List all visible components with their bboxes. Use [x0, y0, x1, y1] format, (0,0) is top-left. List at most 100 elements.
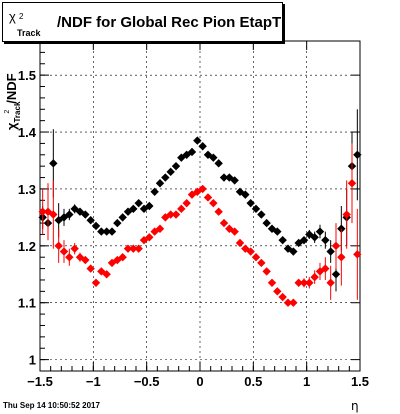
data-series [38, 109, 362, 307]
x-tick-label: 0.5 [244, 374, 262, 389]
data-point [198, 142, 207, 151]
data-point [187, 147, 197, 157]
data-point [342, 210, 351, 219]
data-point [145, 233, 154, 242]
data-point [321, 264, 330, 273]
data-point [54, 241, 63, 251]
x-tick-label: −1.5 [27, 374, 53, 389]
data-point [129, 244, 138, 253]
data-point [97, 227, 106, 236]
data-point [113, 255, 122, 265]
y-tick-label: 1.1 [18, 296, 36, 311]
data-point [278, 292, 287, 302]
data-point [102, 270, 111, 279]
data-point [257, 258, 266, 268]
data-point [219, 173, 229, 182]
data-point [225, 173, 234, 182]
ylabel-subscript: Track [13, 101, 22, 123]
data-point [171, 161, 181, 171]
data-point [299, 235, 309, 245]
data-point [283, 298, 293, 307]
data-point [331, 270, 341, 279]
y-tick-label: 1.4 [18, 125, 37, 140]
x-tick-label: −1 [86, 374, 101, 389]
data-point [347, 179, 357, 188]
data-point [118, 253, 127, 262]
data-point [219, 218, 229, 228]
y-tick-label: 1 [29, 353, 36, 368]
data-point [166, 210, 175, 219]
data-point [230, 176, 239, 185]
axis-ticks [39, 40, 361, 371]
data-point [246, 247, 255, 256]
data-point [321, 235, 330, 245]
data-point [150, 187, 159, 196]
data-point [102, 227, 111, 236]
data-point [155, 179, 165, 188]
data-point [353, 250, 362, 259]
data-point [331, 241, 341, 251]
data-point [310, 272, 319, 282]
x-tick-label: 1.5 [351, 374, 369, 389]
data-point [305, 278, 314, 288]
data-point [273, 227, 282, 236]
data-point [134, 198, 143, 208]
data-point [353, 150, 362, 159]
data-point [315, 227, 325, 236]
data-point [86, 216, 95, 225]
title-superscript: 2 [19, 12, 24, 21]
ylabel-chi-symbol: χ [4, 122, 19, 130]
data-point [262, 218, 271, 228]
data-point [214, 207, 223, 216]
data-point [145, 201, 154, 211]
title-subscript: Track [17, 28, 41, 38]
data-point [91, 278, 101, 288]
data-point [161, 173, 170, 182]
data-point [203, 193, 213, 202]
data-point [235, 238, 245, 248]
data-point [198, 184, 207, 194]
title-chi-symbol: χ [9, 9, 16, 24]
data-point [214, 159, 223, 168]
data-point [86, 264, 95, 273]
data-point [49, 210, 58, 219]
data-point [129, 204, 138, 214]
data-point [81, 210, 90, 219]
data-point [289, 247, 298, 256]
data-point [262, 267, 271, 276]
data-point [193, 136, 202, 145]
timestamp-footer: Thu Sep 14 10:50:52 2017 [3, 401, 100, 410]
y-tick-label: 1.2 [18, 239, 36, 254]
data-point [81, 255, 90, 265]
title-text: /NDF for Global Rec Pion EtapT [57, 14, 282, 31]
chart-title: χ 2 Track /NDF for Global Rec Pion EtapT [2, 2, 283, 42]
x-axis-label: η [351, 399, 359, 413]
data-point [70, 244, 79, 253]
data-point [155, 224, 165, 233]
data-point [209, 198, 218, 208]
data-point [59, 247, 69, 256]
data-point [310, 233, 319, 242]
data-point [65, 210, 74, 219]
grid [40, 41, 360, 371]
data-point [246, 198, 255, 208]
y-axis-label: χTrack2/NDF [0, 42, 34, 132]
data-point [294, 238, 303, 248]
data-point [118, 213, 127, 222]
data-point [123, 244, 133, 253]
series-group [38, 143, 362, 307]
data-point [139, 204, 149, 214]
data-point [38, 207, 47, 216]
data-point [278, 235, 287, 245]
data-point [230, 227, 239, 236]
data-point [251, 204, 261, 214]
data-point [91, 221, 101, 231]
ylabel-text: /NDF [4, 73, 19, 104]
data-point [166, 167, 175, 177]
data-point [251, 253, 261, 262]
data-point [267, 278, 277, 288]
data-point [273, 287, 282, 296]
data-point [182, 198, 191, 208]
data-point [113, 218, 122, 228]
